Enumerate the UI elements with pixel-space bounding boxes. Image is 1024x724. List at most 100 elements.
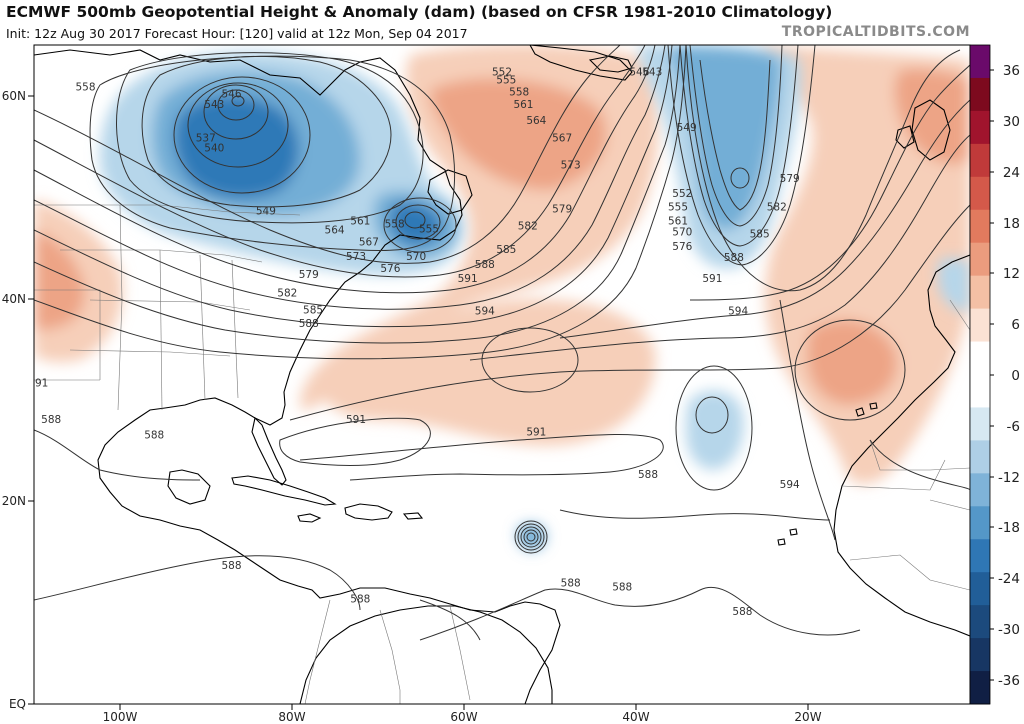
greenland-south (529, 45, 633, 81)
colorbar-swatch (970, 407, 990, 441)
contour-label: 558 (509, 87, 529, 99)
contour-label: 555 (419, 224, 439, 236)
lon-label-80w: 80W (278, 710, 305, 724)
lat-label-40n: 40N (2, 292, 26, 306)
contour-label: 558 (75, 82, 95, 94)
colorbar-tick-label: 30 (1003, 114, 1020, 130)
contour-label: 552 (492, 66, 512, 78)
colorbar-swatch (970, 671, 990, 705)
contour-label: 585 (496, 244, 516, 256)
anomaly-warm-subtropical-ridge (318, 299, 656, 446)
contour-label: 579 (780, 173, 800, 185)
canary-islands (855, 402, 878, 417)
colorbar-tick-label: -18 (998, 520, 1020, 536)
contour-label: 552 (672, 188, 692, 200)
anomaly-cool-mid-atlantic-mid (669, 45, 781, 230)
contour-label: 570 (406, 251, 426, 263)
colorbar-swatch (970, 275, 990, 310)
contour-label: 594 (780, 479, 800, 491)
colorbar-swatch (970, 45, 990, 79)
yucatan-peninsula (167, 469, 211, 505)
contour-label: 561 (668, 215, 688, 227)
colorbar-swatch (970, 638, 990, 672)
contour-label: 591 (346, 414, 366, 426)
chart-title: ECMWF 500mb Geopotential Height & Anomal… (6, 3, 833, 21)
colorbar-swatch (970, 539, 990, 573)
contour-label: 582 (277, 287, 297, 299)
colorbar-swatch (970, 374, 990, 408)
colorbar-swatch (970, 605, 990, 639)
contour-label: 561 (513, 99, 533, 111)
cape-verde (777, 528, 798, 546)
contour-label: 594 (475, 306, 495, 318)
contour-label: 594 (728, 306, 748, 318)
colorbar-swatch (970, 143, 990, 178)
colorbar-tick-label: 18 (1003, 216, 1020, 232)
colorbar-tick-label: 12 (1003, 266, 1020, 282)
colorbar-tick-label: 24 (1003, 165, 1020, 181)
contour-label: 591 (526, 426, 546, 438)
lon-label-60w: 60W (450, 710, 477, 724)
height-contours (34, 45, 970, 641)
contour-label: 588 (732, 606, 752, 618)
colorbar-swatch (970, 473, 990, 507)
contour-label: 585 (303, 305, 323, 317)
colorbar-swatch (970, 209, 990, 244)
contour-label: 582 (518, 221, 538, 233)
colorbar-swatch (970, 440, 990, 474)
jamaica (297, 513, 322, 523)
contour-label: 546 (629, 66, 649, 78)
contour-label: 588 (475, 259, 495, 271)
longitude-axis: 100W 80W 60W 40W 20W (103, 704, 822, 724)
anomaly-cool-subtropical-low (685, 390, 744, 470)
contour-label: 588 (350, 594, 370, 606)
colorbar-tick-label: -12 (998, 470, 1020, 486)
lon-label-40w: 40W (622, 710, 649, 724)
contour-label: 540 (204, 142, 224, 154)
contour-label: 591 (28, 378, 48, 390)
contour-label: 588 (221, 560, 241, 572)
colorbar-swatch (970, 506, 990, 540)
contour-label: 591 (702, 273, 722, 285)
contour-label: 564 (325, 225, 345, 237)
contour-label: 576 (380, 263, 400, 275)
latitude-axis: 60N 40N 20N EQ (2, 89, 34, 711)
lat-label-eq: EQ (9, 697, 26, 711)
contour-label: 588 (144, 429, 164, 441)
colorbar-swatch (970, 77, 990, 112)
contour-label: 588 (299, 318, 319, 330)
contour-label: 588 (41, 414, 61, 426)
coastlines (34, 45, 970, 704)
cuba (231, 475, 337, 506)
contour-label: 573 (346, 251, 366, 263)
contour-label: 537 (196, 132, 216, 144)
anomaly-colorbar: 36 30 24 18 12 6 0 -6 -12 -18 -24 -30 -36 (969, 44, 1020, 705)
contour-label: 567 (552, 132, 572, 144)
lon-label-20w: 20W (794, 710, 821, 724)
chart-subtitle: Init: 12z Aug 30 2017 Forecast Hour: [12… (6, 26, 468, 41)
anomaly-cool-iberia (937, 258, 970, 312)
newfoundland (427, 169, 473, 215)
colorbar-swatch (970, 110, 990, 145)
contour-label: 588 (612, 581, 632, 593)
contour-label: 555 (496, 75, 516, 87)
colorbar-swatch (970, 308, 990, 343)
contour-label: 555 (668, 201, 688, 213)
hispaniola (344, 503, 393, 521)
contour-label: 549 (256, 205, 276, 217)
contour-label: 558 (385, 218, 405, 230)
lat-label-20n: 20N (2, 494, 26, 508)
colorbar-swatch (970, 572, 990, 606)
contour-label: 579 (552, 203, 572, 215)
political-boundaries (34, 204, 970, 704)
contour-label: 564 (526, 115, 546, 127)
colorbar-swatch (970, 242, 990, 277)
contour-label: 567 (359, 237, 379, 249)
contour-label: 579 (299, 269, 319, 281)
colorbar-tick-label: 36 (1003, 63, 1020, 79)
contour-label: 582 (767, 201, 787, 213)
iberia-africa-coast (833, 254, 970, 637)
british-isles (895, 99, 951, 161)
